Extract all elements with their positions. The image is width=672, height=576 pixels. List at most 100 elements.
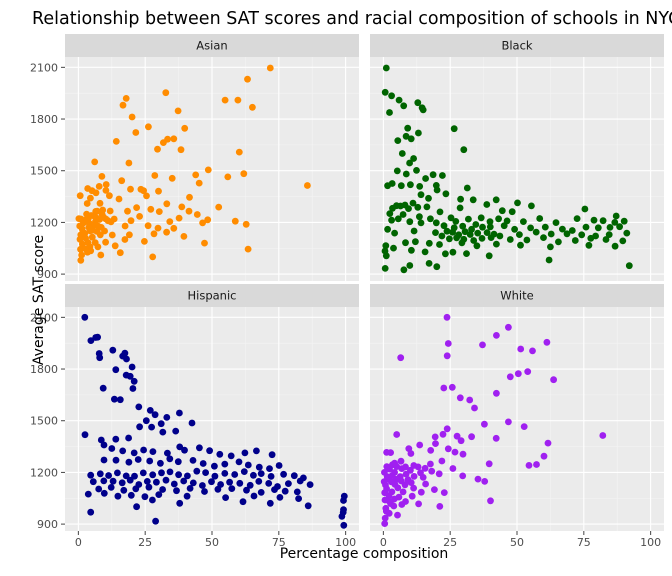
x-tick-label: 100 [335, 536, 356, 549]
data-point-white [459, 450, 467, 458]
data-point-black [406, 159, 413, 167]
data-point-white [444, 340, 452, 347]
data-point-black [486, 223, 494, 231]
data-point-asian [78, 251, 85, 259]
data-point-hispanic [186, 485, 194, 492]
data-point-asian [118, 177, 126, 185]
data-point-black [452, 218, 460, 225]
data-point-hispanic [239, 498, 247, 506]
data-point-white [401, 481, 409, 489]
data-point-asian [304, 182, 311, 189]
data-point-white [481, 420, 488, 428]
data-point-asian [125, 231, 133, 239]
data-point-hispanic [172, 427, 180, 435]
data-point-asian [102, 238, 109, 246]
data-point-asian [155, 187, 162, 195]
data-point-hispanic [276, 494, 284, 501]
data-point-hispanic [293, 488, 301, 496]
data-point-hispanic [304, 502, 312, 510]
data-point-white [468, 433, 475, 441]
data-point-white [407, 479, 415, 486]
data-point-black [416, 213, 423, 221]
data-point-hispanic [243, 486, 250, 494]
data-point-asian [244, 75, 251, 83]
data-point-hispanic [114, 492, 122, 500]
data-point-hispanic [306, 481, 314, 488]
data-point-hispanic [143, 478, 151, 485]
data-point-white [432, 440, 439, 447]
data-point-asian [235, 148, 243, 156]
data-point-hispanic [295, 495, 302, 502]
data-point-hispanic [265, 480, 273, 487]
data-point-white [393, 431, 401, 438]
data-point-hispanic [184, 472, 191, 480]
data-point-hispanic [112, 435, 120, 443]
data-point-black [386, 109, 393, 116]
data-point-black [483, 201, 491, 208]
data-point-hispanic [140, 446, 148, 454]
data-point-hispanic [100, 477, 108, 485]
data-point-black [587, 234, 595, 242]
data-point-black [402, 170, 410, 178]
data-point-black [384, 225, 391, 233]
data-point-hispanic [112, 366, 120, 374]
data-point-black [416, 183, 424, 190]
data-point-hispanic [275, 462, 283, 469]
data-point-asian [163, 228, 171, 236]
data-point-black [611, 219, 619, 226]
data-point-black [492, 196, 500, 204]
data-point-black [381, 265, 389, 272]
data-point-white [385, 492, 393, 499]
data-point-black [384, 182, 391, 190]
data-point-hispanic [108, 445, 116, 452]
data-point-hispanic [340, 492, 348, 500]
data-point-asian [97, 251, 105, 259]
data-point-asian [204, 216, 212, 224]
data-point-white [517, 345, 525, 353]
data-point-hispanic [157, 459, 164, 467]
data-point-asian [76, 192, 84, 200]
data-point-hispanic [250, 471, 257, 479]
data-point-black [619, 237, 627, 245]
data-point-hispanic [107, 484, 115, 491]
data-point-black [552, 219, 560, 227]
data-point-hispanic [216, 450, 224, 458]
data-point-hispanic [201, 488, 208, 495]
facet-strip-hispanic [65, 284, 359, 307]
data-point-asian [141, 238, 148, 245]
data-point-asian [94, 243, 102, 251]
data-point-black [409, 199, 417, 207]
data-point-hispanic [280, 470, 287, 478]
data-point-asian [102, 181, 110, 188]
data-point-black [398, 150, 406, 157]
x-tick-label: 0 [75, 536, 82, 549]
data-point-asian [145, 123, 152, 131]
data-point-hispanic [99, 384, 107, 392]
data-point-hispanic [129, 385, 137, 392]
data-point-hispanic [127, 491, 135, 499]
data-point-asian [155, 208, 163, 216]
data-point-white [550, 376, 557, 384]
data-point-black [456, 204, 464, 212]
data-point-hispanic [94, 333, 101, 341]
x-tick-label: 100 [640, 536, 661, 549]
data-point-black [413, 167, 420, 174]
data-point-black [541, 223, 549, 231]
data-point-hispanic [164, 449, 171, 457]
data-point-white [427, 460, 434, 468]
data-point-black [449, 228, 456, 236]
data-point-black [397, 182, 405, 190]
data-point-asian [244, 245, 252, 253]
data-point-white [407, 450, 415, 457]
data-point-asian [77, 245, 84, 253]
data-point-white [492, 434, 500, 442]
data-point-asian [240, 170, 248, 178]
data-point-black [625, 262, 633, 270]
y-tick-label: 2100 [30, 311, 58, 324]
data-point-hispanic [84, 490, 92, 498]
data-point-hispanic [132, 485, 140, 493]
data-point-asian [204, 166, 212, 174]
data-point-white [474, 475, 482, 483]
data-point-white [393, 463, 401, 470]
data-point-black [540, 234, 547, 242]
